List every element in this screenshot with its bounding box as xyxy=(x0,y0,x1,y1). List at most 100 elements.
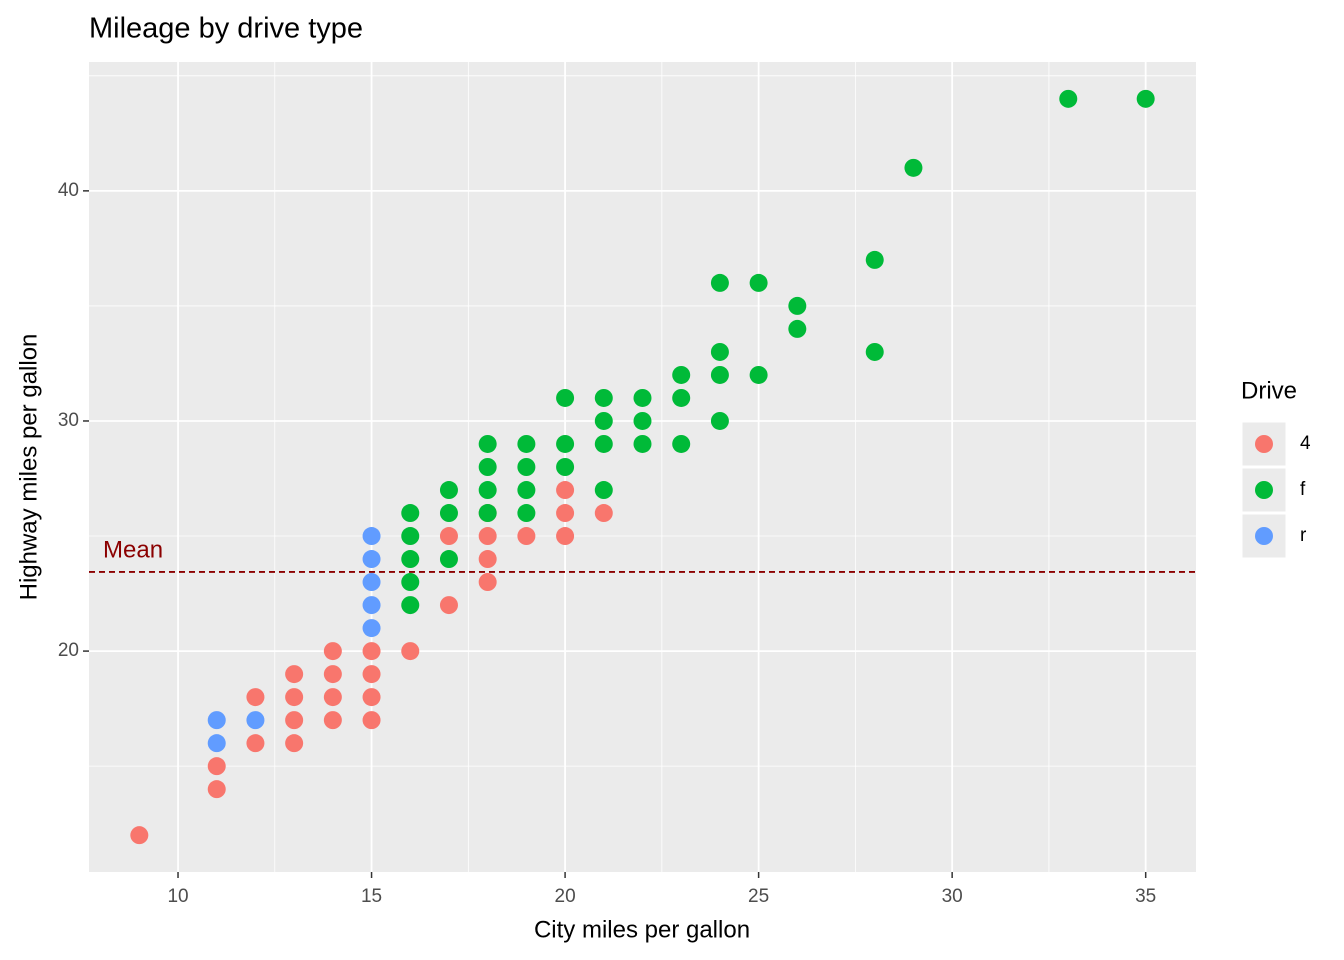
scatter-point xyxy=(362,527,381,546)
scatter-point xyxy=(749,365,768,384)
scatter-point xyxy=(1059,89,1078,108)
scatter-point xyxy=(633,434,652,453)
scatter-point xyxy=(594,411,613,430)
scatter-point xyxy=(362,550,381,569)
legend-label: 4 xyxy=(1300,433,1311,454)
scatter-point xyxy=(478,434,497,453)
scatter-point xyxy=(672,434,691,453)
scatter-point xyxy=(401,550,420,569)
x-tick-label: 30 xyxy=(942,886,963,907)
scatter-point xyxy=(130,826,149,845)
scatter-point xyxy=(672,388,691,407)
scatter-point xyxy=(401,596,420,615)
scatter-point xyxy=(517,504,536,523)
scatter-point xyxy=(556,527,575,546)
scatter-point xyxy=(323,642,342,661)
scatter-point xyxy=(439,527,458,546)
scatter-point xyxy=(633,411,652,430)
mean-label: Mean xyxy=(103,536,163,563)
scatter-point xyxy=(478,504,497,523)
scatter-point xyxy=(401,642,420,661)
scatter-point xyxy=(439,550,458,569)
scatter-point xyxy=(207,757,226,776)
x-tick-label: 10 xyxy=(167,886,188,907)
scatter-point xyxy=(401,504,420,523)
legend-label: f xyxy=(1300,479,1306,500)
scatter-point xyxy=(865,250,884,269)
scatter-point xyxy=(710,273,729,292)
scatter-point xyxy=(594,504,613,523)
scatter-point xyxy=(517,481,536,500)
scatter-point xyxy=(362,619,381,638)
scatter-point xyxy=(749,273,768,292)
scatter-point xyxy=(517,527,536,546)
x-tick-label: 15 xyxy=(361,886,382,907)
legend-marker xyxy=(1255,435,1273,453)
scatter-point xyxy=(478,527,497,546)
scatter-point xyxy=(904,158,923,177)
y-tick-label: 30 xyxy=(58,410,79,431)
scatter-point xyxy=(517,434,536,453)
scatter-point xyxy=(401,527,420,546)
scatter-point xyxy=(285,665,304,684)
scatter-point xyxy=(710,411,729,430)
scatter-point xyxy=(362,711,381,730)
scatter-point xyxy=(246,734,265,753)
legend-marker xyxy=(1255,527,1273,545)
scatter-point xyxy=(594,388,613,407)
scatter-point xyxy=(285,688,304,707)
scatter-point xyxy=(478,481,497,500)
scatter-point xyxy=(788,296,807,315)
scatter-point xyxy=(285,711,304,730)
scatter-point xyxy=(556,481,575,500)
scatter-point xyxy=(362,688,381,707)
scatter-point xyxy=(633,388,652,407)
plot-panel xyxy=(89,62,1196,872)
scatter-point xyxy=(672,365,691,384)
scatter-point xyxy=(556,434,575,453)
scatter-point xyxy=(362,596,381,615)
legend-key xyxy=(1241,421,1287,467)
x-tick-label: 35 xyxy=(1135,886,1156,907)
scatter-point xyxy=(556,388,575,407)
x-tick-label: 20 xyxy=(555,886,576,907)
scatter-point xyxy=(401,573,420,592)
scatter-point xyxy=(323,688,342,707)
scatter-point xyxy=(556,458,575,476)
x-axis-title: City miles per gallon xyxy=(534,916,750,943)
scatter-point xyxy=(207,734,226,753)
scatter-point xyxy=(710,365,729,384)
scatter-point xyxy=(478,458,497,476)
scatter-point xyxy=(865,342,884,361)
legend-title: Drive xyxy=(1241,377,1297,404)
chart-title: Mileage by drive type xyxy=(89,13,363,45)
scatter-point xyxy=(517,458,536,476)
scatter-point xyxy=(246,688,265,707)
scatter-point xyxy=(439,481,458,500)
scatter-point xyxy=(362,642,381,661)
y-tick-label: 40 xyxy=(58,180,79,201)
y-axis-title: Highway miles per gallon xyxy=(15,334,42,601)
scatter-point xyxy=(556,504,575,523)
legend-marker xyxy=(1255,481,1273,499)
x-tick-label: 25 xyxy=(748,886,769,907)
scatter-point xyxy=(362,665,381,684)
scatter-point xyxy=(788,319,807,338)
scatter-point xyxy=(207,780,226,799)
scatter-point xyxy=(439,596,458,615)
scatter-point xyxy=(285,734,304,753)
scatter-point xyxy=(594,434,613,453)
scatter-point xyxy=(594,481,613,500)
scatter-point xyxy=(1136,89,1155,108)
scatter-point xyxy=(246,711,265,730)
scatter-point xyxy=(362,573,381,592)
scatter-point xyxy=(207,711,226,730)
scatter-point xyxy=(323,665,342,684)
y-tick-label: 20 xyxy=(58,640,79,661)
scatter-point xyxy=(478,573,497,592)
scatter-point xyxy=(710,342,729,361)
scatter-point xyxy=(478,550,497,569)
legend-label: r xyxy=(1300,525,1307,546)
scatter-point xyxy=(439,504,458,523)
